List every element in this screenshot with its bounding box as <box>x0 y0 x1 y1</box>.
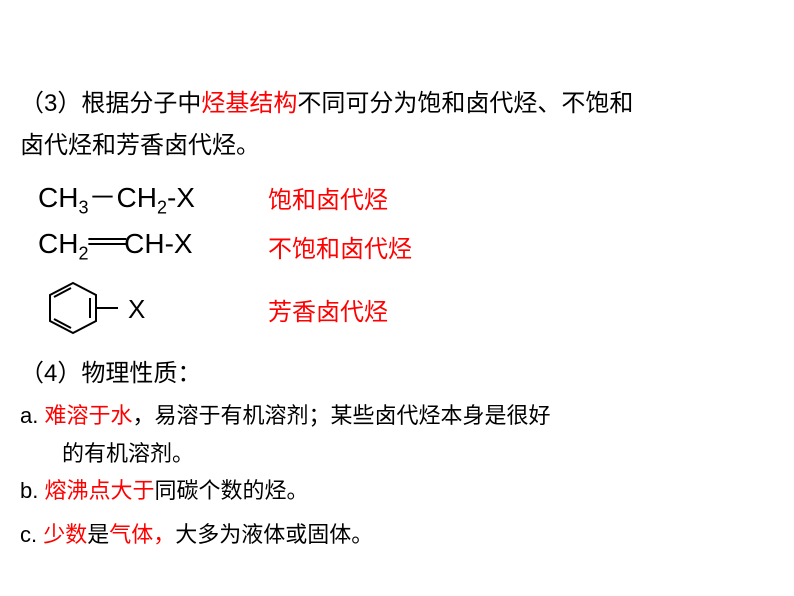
c-black2: 大多为液体或固体。 <box>175 522 373 547</box>
f2-ch2: CH <box>38 228 78 259</box>
benzene-ring-icon <box>38 275 128 345</box>
f2-ch: CH-X <box>124 228 192 259</box>
section3-line2: 卤代烃和芳香卤代烃。 <box>20 127 774 165</box>
b-black: 同碳个数的烃。 <box>154 478 308 503</box>
f1-sub2: 2 <box>157 197 167 217</box>
s4-title: （4）物理性质： <box>20 355 774 393</box>
formula3-row: X 芳香卤代烃 <box>38 275 774 345</box>
s3-prefix: （3）根据分子中 <box>20 90 201 117</box>
section3-line1: （3）根据分子中烃基结构不同可分为饱和卤代烃、不饱和 <box>20 85 774 123</box>
f2-sub2: 2 <box>78 244 88 264</box>
f1-dash: － <box>88 182 116 213</box>
f1-ch3: CH <box>38 182 78 213</box>
formula1-row: CH3－CH2-X 饱和卤代烃 <box>38 176 774 219</box>
c-prefix: c. <box>20 522 43 547</box>
double-bond: ══ <box>88 225 124 256</box>
c-red2: 气体， <box>109 522 175 547</box>
b-prefix: b. <box>20 478 44 503</box>
item-a-line2: 的有机溶剂。 <box>20 435 774 472</box>
formula3: X <box>38 275 238 345</box>
formula1: CH3－CH2-X <box>38 176 238 219</box>
item-c: c. 少数是气体，大多为液体或固体。 <box>20 516 774 553</box>
item-b: b. 熔沸点大于同碳个数的烃。 <box>20 472 774 509</box>
formula2: CH2══CH-X <box>38 228 238 265</box>
c-red1: 少数 <box>43 522 87 547</box>
s3-suffix: 不同可分为饱和卤代烃、不饱和 <box>297 90 633 117</box>
f1-x: -X <box>167 182 195 213</box>
s3-highlight: 烃基结构 <box>201 90 297 117</box>
f1-ch2: CH <box>116 182 156 213</box>
f1-sub3: 3 <box>78 197 88 217</box>
section4: （4）物理性质： a. 难溶于水，易溶于有机溶剂；某些卤代烃本身是很好 的有机溶… <box>20 355 774 553</box>
a-black: ，易溶于有机溶剂；某些卤代烃本身是很好 <box>132 403 550 428</box>
b-red: 熔沸点大于 <box>44 478 154 503</box>
formula3-label: 芳香卤代烃 <box>268 292 388 327</box>
formula1-label: 饱和卤代烃 <box>268 180 388 215</box>
a-red: 难溶于水 <box>44 403 132 428</box>
f3-x: X <box>128 294 145 325</box>
formula2-label: 不饱和卤代烃 <box>268 229 412 264</box>
c-black1: 是 <box>87 522 109 547</box>
item-a-line1: a. 难溶于水，易溶于有机溶剂；某些卤代烃本身是很好 <box>20 397 774 434</box>
a-prefix: a. <box>20 403 44 428</box>
formula2-row: CH2══CH-X 不饱和卤代烃 <box>38 228 774 265</box>
